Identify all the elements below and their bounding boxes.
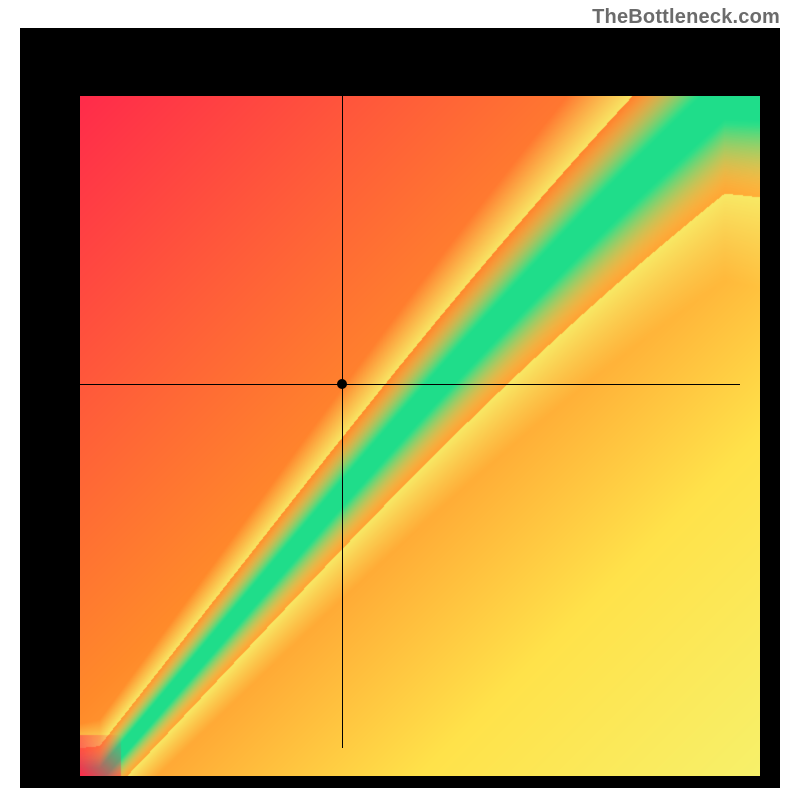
heatmap-canvas <box>80 96 760 776</box>
plot-frame <box>20 28 780 788</box>
crosshair-horizontal <box>60 384 740 385</box>
crosshair-vertical <box>342 68 343 748</box>
page-root: TheBottleneck.com <box>0 0 800 800</box>
crosshair-point <box>337 379 347 389</box>
watermark-text: TheBottleneck.com <box>592 6 780 29</box>
